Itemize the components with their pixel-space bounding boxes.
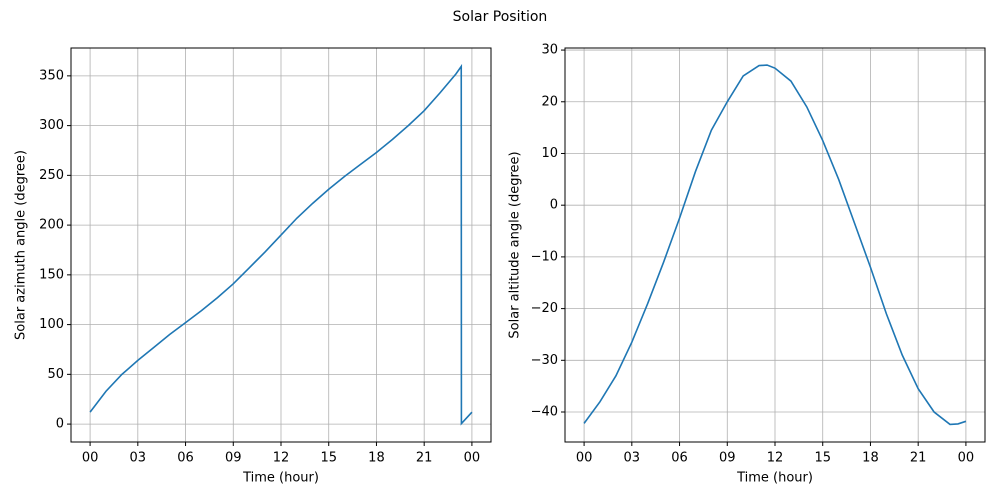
- y-axis-label: Solar azimuth angle (degree): [14, 150, 29, 340]
- y-tick-label: 50: [47, 367, 64, 382]
- x-tick-label: 00: [958, 451, 975, 466]
- figure-title: Solar Position: [453, 9, 548, 25]
- y-tick-label: 150: [39, 267, 64, 282]
- plot-frame: [70, 47, 492, 443]
- y-tick-label: 20: [541, 94, 558, 109]
- x-tick-label: 12: [767, 451, 784, 466]
- x-tick-label: 03: [624, 451, 641, 466]
- y-tick-label: −20: [531, 301, 558, 316]
- y-tick-label: 0: [550, 198, 558, 213]
- x-axis-label: Time (hour): [736, 471, 813, 486]
- x-tick-label: 09: [225, 451, 242, 466]
- x-tick-label: 03: [130, 451, 147, 466]
- y-tick-label: 10: [541, 146, 558, 161]
- x-tick-label: 15: [814, 451, 831, 466]
- y-tick-label: −40: [531, 405, 558, 420]
- line-series: [89, 63, 473, 426]
- x-tick-label: 00: [82, 451, 99, 466]
- x-tick-label: 21: [416, 451, 433, 466]
- x-tick-label: 18: [862, 451, 879, 466]
- x-tick-label: 15: [320, 451, 337, 466]
- x-tick-label: 18: [368, 451, 385, 466]
- line-series: [583, 64, 967, 426]
- y-tick-label: 100: [39, 317, 64, 332]
- y-tick-label: 300: [39, 118, 64, 133]
- y-axis-label: Solar altitude angle (degree): [508, 151, 523, 338]
- y-tick-label: 0: [56, 417, 64, 432]
- y-tick-label: 30: [541, 43, 558, 58]
- y-tick-label: 250: [39, 168, 64, 183]
- x-tick-label: 12: [273, 451, 290, 466]
- x-tick-label: 00: [464, 451, 481, 466]
- x-tick-label: 00: [576, 451, 593, 466]
- x-tick-label: 09: [719, 451, 736, 466]
- x-axis-label: Time (hour): [242, 471, 319, 486]
- y-tick-label: 350: [39, 68, 64, 83]
- plot-frame: [564, 47, 986, 443]
- x-tick-label: 21: [910, 451, 927, 466]
- y-tick-label: 200: [39, 218, 64, 233]
- y-tick-label: −10: [531, 249, 558, 264]
- x-tick-label: 06: [177, 451, 194, 466]
- y-tick-label: −30: [531, 353, 558, 368]
- x-tick-label: 06: [671, 451, 688, 466]
